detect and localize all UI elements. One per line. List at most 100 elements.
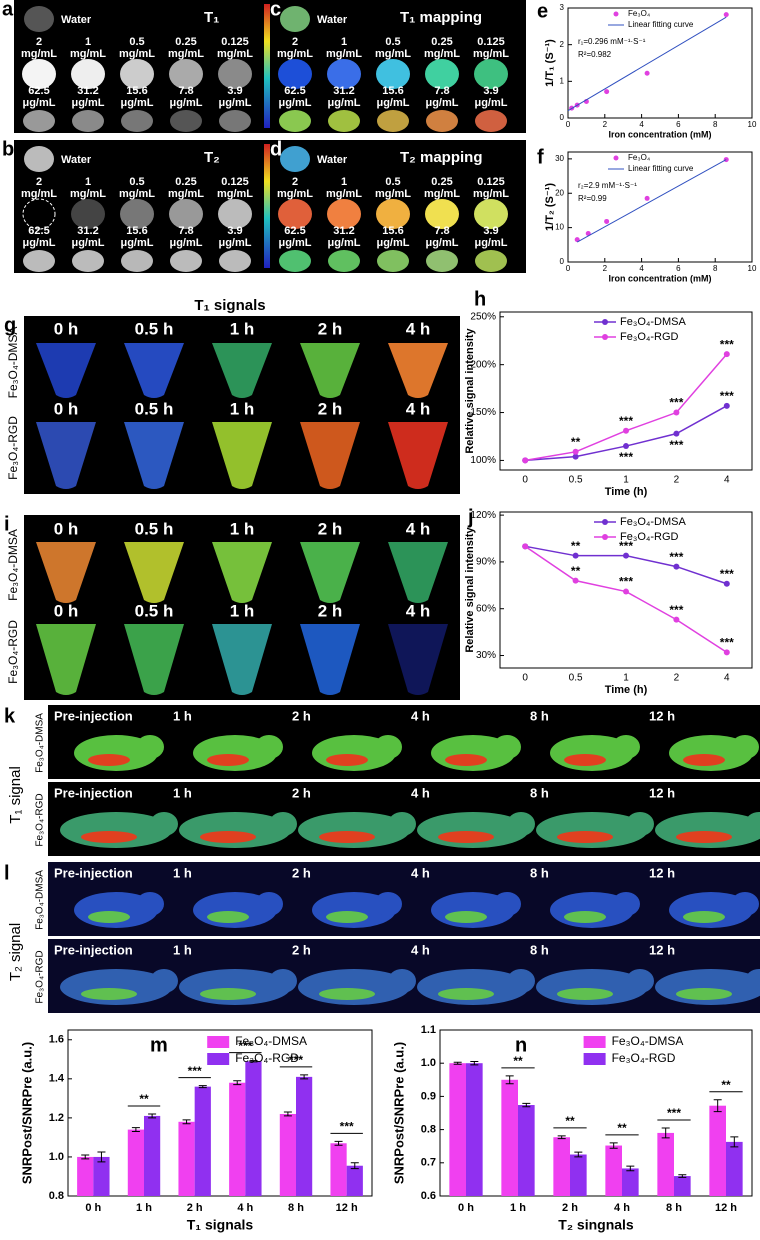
tube-image xyxy=(388,422,448,489)
concentration: 62.5 xyxy=(284,85,305,97)
concentration-unit: mg/mL xyxy=(326,48,362,60)
time-label: 4 h xyxy=(406,519,431,538)
x-tick-label: 0 h xyxy=(458,1202,474,1214)
time-label: 2 h xyxy=(292,785,311,800)
significance-label: *** xyxy=(340,1119,354,1133)
color-bar xyxy=(264,144,270,268)
image-background xyxy=(48,705,760,779)
fit-line xyxy=(567,16,727,112)
data-point xyxy=(644,70,650,76)
fit-line xyxy=(576,159,727,243)
sample-disc xyxy=(121,110,153,132)
mouse-image xyxy=(438,831,494,843)
y-tick-label: 1.0 xyxy=(49,1151,64,1163)
color-bar xyxy=(264,4,270,128)
concentration-unit: μg/mL xyxy=(425,97,458,109)
mouse-image xyxy=(81,831,137,843)
mouse-image xyxy=(88,754,130,766)
concentration: 0.125 xyxy=(221,36,249,48)
sample-disc xyxy=(23,110,55,132)
y-tick-label: 0.8 xyxy=(421,1124,436,1136)
significance-label: ** xyxy=(513,1054,523,1068)
legend-swatch xyxy=(602,534,608,540)
concentration-unit: μg/mL xyxy=(22,97,55,109)
time-label: Pre-injection xyxy=(54,942,133,957)
bar xyxy=(330,1143,347,1196)
tube-image xyxy=(36,624,96,695)
y-tick-label: 250% xyxy=(470,311,496,322)
plot-frame xyxy=(499,311,753,471)
x-tick-label: 4 xyxy=(724,673,730,684)
x-tick-label: 8 xyxy=(713,120,718,129)
concentration: 7.8 xyxy=(178,225,193,237)
error-bar xyxy=(97,1151,106,1163)
bar xyxy=(518,1105,535,1196)
time-label: 2 h xyxy=(318,519,343,538)
y-tick-label: 0.7 xyxy=(421,1157,436,1169)
sample-disc xyxy=(376,199,410,229)
row-label: Fe₃O₄-RGD xyxy=(6,620,20,684)
mouse-image xyxy=(612,892,640,916)
concentration-unit: mg/mL xyxy=(70,188,106,200)
data-point xyxy=(723,12,729,18)
panel-label: k xyxy=(4,705,16,727)
panel-label: i xyxy=(4,513,10,535)
sample-disc xyxy=(219,250,251,272)
y-tick-label: 0.9 xyxy=(421,1090,436,1102)
plot-frame xyxy=(67,1029,373,1197)
significance-label: *** xyxy=(619,575,633,589)
mouse-image xyxy=(207,911,249,923)
concentration: 2 xyxy=(292,36,298,48)
time-label: 0 h xyxy=(54,519,79,538)
mouse-image xyxy=(564,754,606,766)
x-tick-label: 4 xyxy=(639,264,644,273)
concentration: 1 xyxy=(85,36,91,48)
water-label: Water xyxy=(317,154,348,166)
data-point xyxy=(623,588,629,595)
mouse-image xyxy=(445,754,487,766)
row-label: Fe₃O₄-DMSA xyxy=(35,713,46,773)
tube-image xyxy=(124,422,184,489)
error-bar xyxy=(574,1151,583,1158)
time-label: 8 h xyxy=(530,708,549,723)
tube-image xyxy=(300,624,360,695)
x-tick-label: 2 xyxy=(603,120,608,129)
annotation: r₂=2.9 mM⁻¹·S⁻¹ xyxy=(578,181,637,190)
time-label: 2 h xyxy=(318,601,343,620)
time-label: 8 h xyxy=(530,785,549,800)
bar xyxy=(194,1086,211,1196)
concentration: 0.5 xyxy=(385,36,400,48)
concentration-unit: mg/mL xyxy=(473,48,509,60)
concentration: 3.9 xyxy=(483,225,498,237)
mouse-image xyxy=(88,911,130,923)
time-label: Pre-injection xyxy=(54,785,133,800)
concentration-unit: mg/mL xyxy=(70,48,106,60)
mouse-image xyxy=(745,969,760,993)
x-tick-label: 2 h xyxy=(562,1202,578,1214)
sample-disc xyxy=(218,199,252,229)
mouse-image xyxy=(319,988,375,1000)
data-point xyxy=(644,195,650,201)
significance-label: ** xyxy=(571,435,581,449)
row-label: Fe₃O₄-RGD xyxy=(35,950,46,1003)
sample-disc xyxy=(22,198,56,230)
concentration-unit: mg/mL xyxy=(326,188,362,200)
significance-label: *** xyxy=(238,1039,252,1053)
error-bar xyxy=(300,1074,309,1080)
mouse-image xyxy=(269,812,297,836)
tube-image xyxy=(212,343,272,398)
concentration-unit: μg/mL xyxy=(218,97,251,109)
error-bar xyxy=(131,1127,140,1133)
concentration: 0.25 xyxy=(431,176,452,188)
concentration: 15.6 xyxy=(126,85,147,97)
bar xyxy=(93,1156,110,1196)
mouse-image xyxy=(683,754,725,766)
data-point xyxy=(572,453,579,460)
sample-disc xyxy=(71,59,105,89)
bar xyxy=(449,1063,466,1196)
time-label: 1 h xyxy=(230,399,255,418)
concentration: 15.6 xyxy=(382,225,403,237)
panel-label: b xyxy=(2,138,14,160)
error-bar xyxy=(81,1154,90,1160)
